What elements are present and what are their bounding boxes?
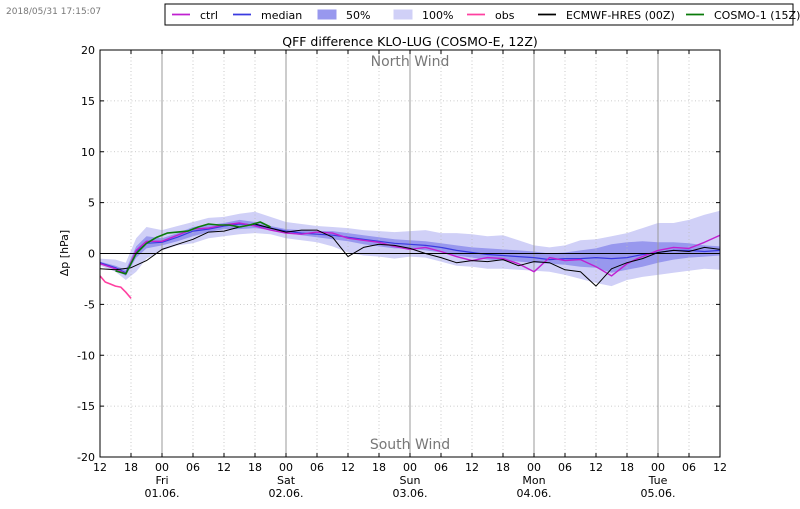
x-tick-label: 12 (713, 461, 727, 474)
y-tick-label: 15 (81, 95, 95, 108)
x-date-label: 03.06. (393, 487, 428, 500)
annotation-north-wind: North Wind (371, 54, 450, 70)
legend-label-median: median (261, 9, 302, 22)
legend-label-ecmwf-hres-00z-: ECMWF-HRES (00Z) (566, 9, 675, 22)
x-tick-label: 00 (155, 461, 169, 474)
x-tick-label: 06 (186, 461, 200, 474)
y-tick-label: -5 (84, 298, 95, 311)
x-tick-label: 00 (403, 461, 417, 474)
x-tick-label: 18 (496, 461, 510, 474)
x-tick-label: 12 (93, 461, 107, 474)
annotation-south-wind: South Wind (370, 437, 450, 453)
legend-label-50-: 50% (346, 9, 370, 22)
series-cosmo-1-15z- (115, 221, 271, 275)
axis-layer: North Wind South Wind -20 -15 -10 -5 0 5 10 15 20 1… (77, 44, 727, 500)
y-tick-label: -10 (77, 349, 95, 362)
x-tick-label: 06 (310, 461, 324, 474)
y-tick-label: -20 (77, 451, 95, 464)
series-layer (99, 221, 721, 299)
x-tick-label: 00 (527, 461, 541, 474)
chart-title: QFF difference KLO-LUG (COSMO-E, 12Z) (282, 34, 538, 49)
timestamp: 2018/05/31 17:15:07 (6, 7, 102, 17)
x-day-label: Fri (155, 474, 168, 487)
x-tick-label: 18 (372, 461, 386, 474)
x-tick-label: 12 (217, 461, 231, 474)
y-tick-label: 0 (88, 248, 95, 261)
legend-label-obs: obs (495, 9, 515, 22)
y-tick-label: 5 (88, 197, 95, 210)
legend-label-cosmo-1-15z-: COSMO-1 (15Z) (714, 9, 800, 22)
x-tick-label: 12 (341, 461, 355, 474)
x-tick-label: 18 (620, 461, 634, 474)
x-tick-label: 06 (434, 461, 448, 474)
series-obs (99, 275, 132, 299)
series-ecmwf-hres-00z- (99, 223, 721, 287)
x-date-label: 05.06. (641, 487, 676, 500)
legend-label-100-: 100% (422, 9, 453, 22)
x-day-label: Sat (277, 474, 296, 487)
legend-swatch-50- (317, 9, 337, 20)
legend-label-ctrl: ctrl (200, 9, 218, 22)
series-median (99, 223, 721, 274)
y-axis-label: Δp [hPa] (58, 230, 71, 276)
x-tick-label: 12 (465, 461, 479, 474)
x-date-label: 04.06. (517, 487, 552, 500)
x-date-label: 02.06. (269, 487, 304, 500)
x-date-label: 01.06. (145, 487, 180, 500)
x-tick-label: 06 (558, 461, 572, 474)
x-tick-label: 06 (682, 461, 696, 474)
x-tick-label: 12 (589, 461, 603, 474)
x-tick-label: 00 (279, 461, 293, 474)
x-day-label: Tue (648, 474, 668, 487)
y-tick-label: 10 (81, 146, 95, 159)
x-tick-label: 18 (248, 461, 262, 474)
x-day-label: Mon (522, 474, 545, 487)
y-tick-label: 20 (81, 44, 95, 57)
y-tick-label: -15 (77, 400, 95, 413)
legend: ctrl median 50% 100% obs ECMWF-HRES (00Z) COSM… (164, 3, 800, 26)
x-tick-label: 18 (124, 461, 138, 474)
x-tick-label: 00 (651, 461, 665, 474)
legend-swatch-100- (393, 9, 413, 20)
x-day-label: Sun (400, 474, 421, 487)
